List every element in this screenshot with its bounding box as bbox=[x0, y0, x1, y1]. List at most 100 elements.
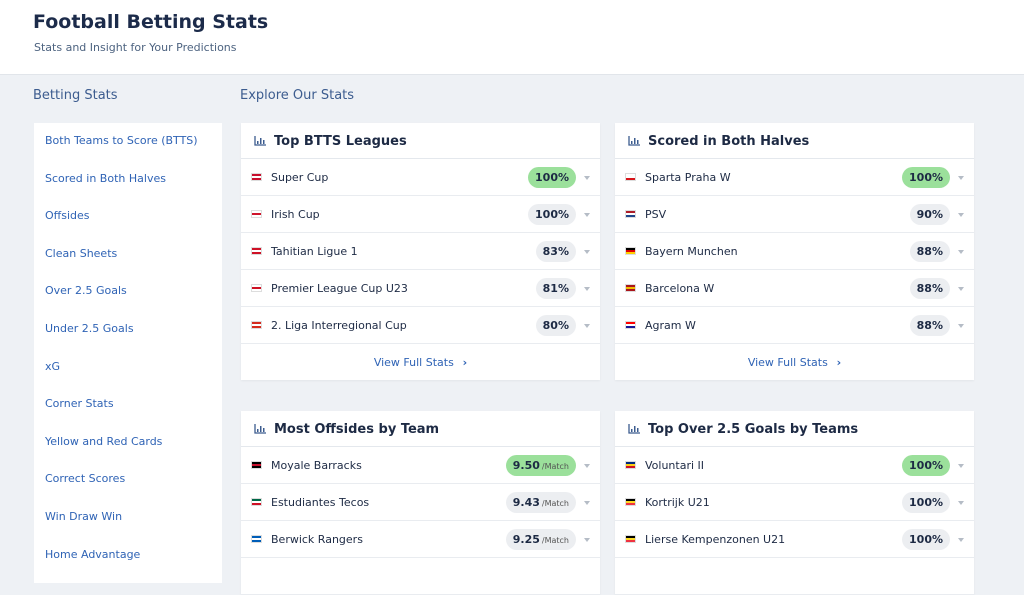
stat-card: Most Offsides by Team Moyale Barracks 9.50… bbox=[241, 411, 600, 595]
stat-row: Irish Cup 100% bbox=[241, 196, 600, 233]
card-title: Scored in Both Halves bbox=[648, 134, 810, 149]
stat-row: Kortrijk U21 100% bbox=[615, 484, 974, 521]
stat-value: 88% bbox=[909, 278, 950, 299]
stat-row bbox=[241, 558, 600, 595]
value: 81% bbox=[542, 282, 569, 295]
card-rows: Voluntari II 100% Kortrijk U21 100% Lierse K… bbox=[615, 447, 974, 558]
stat-value: 100% bbox=[902, 529, 950, 550]
value: 100% bbox=[909, 496, 943, 509]
team-name: Barcelona W bbox=[645, 282, 715, 295]
expand-caret[interactable] bbox=[584, 250, 590, 257]
site-subtitle: Stats and Insight for Your Predictions bbox=[34, 41, 237, 54]
flag-icon bbox=[251, 247, 262, 255]
stat-row: Berwick Rangers 9.25/Match bbox=[241, 521, 600, 558]
team-name: Tahitian Ligue 1 bbox=[271, 245, 358, 258]
view-full-stats[interactable]: View Full Stats bbox=[615, 344, 974, 380]
expand-caret[interactable] bbox=[584, 464, 590, 471]
flag-icon bbox=[625, 210, 636, 218]
stat-row: Super Cup 100% bbox=[241, 159, 600, 196]
page: Football Betting Stats Stats and Insight… bbox=[0, 0, 1024, 567]
expand-caret[interactable] bbox=[958, 324, 964, 331]
flag-icon bbox=[251, 498, 262, 506]
expand-caret[interactable] bbox=[584, 501, 590, 508]
expand-caret[interactable] bbox=[958, 501, 964, 508]
team-name: Bayern Munchen bbox=[645, 245, 738, 258]
stat-row: PSV 90% bbox=[615, 196, 974, 233]
expand-caret[interactable] bbox=[958, 250, 964, 257]
value: 100% bbox=[909, 459, 943, 472]
team-name: Kortrijk U21 bbox=[645, 496, 710, 509]
team-name: Estudiantes Tecos bbox=[271, 496, 370, 509]
card-title: Most Offsides by Team bbox=[274, 422, 440, 437]
flag-icon bbox=[251, 173, 262, 181]
unit: /Match bbox=[541, 499, 569, 508]
sidebar: Both Teams to Score (BTTS) Scored in Both… bbox=[34, 123, 222, 583]
expand-caret[interactable] bbox=[958, 464, 964, 471]
sidebar-link[interactable]: Correct Scores bbox=[45, 472, 126, 486]
sidebar-link[interactable]: Win Draw Win bbox=[45, 510, 123, 523]
flag-icon bbox=[251, 535, 262, 543]
stat-value: 9.25/Match bbox=[505, 529, 576, 550]
expand-caret[interactable] bbox=[958, 538, 964, 545]
flag-icon bbox=[625, 535, 636, 543]
stat-row: Barcelona W 88% bbox=[615, 270, 974, 307]
sidebar-link[interactable]: Offsides bbox=[45, 209, 90, 223]
expand-caret[interactable] bbox=[584, 213, 590, 220]
sidebar-title: Betting Stats bbox=[33, 88, 118, 103]
flag-icon bbox=[251, 210, 262, 218]
team-name: Moyale Barracks bbox=[271, 459, 362, 472]
team-name: Irish Cup bbox=[271, 208, 320, 221]
sidebar-link[interactable]: xG bbox=[45, 359, 61, 373]
stat-row: Lierse Kempenzonen U21 100% bbox=[615, 521, 974, 558]
sidebar-link[interactable]: Over 2.5 Goals bbox=[45, 284, 127, 298]
expand-caret[interactable] bbox=[584, 287, 590, 294]
flag-icon bbox=[625, 321, 636, 329]
stat-value: 100% bbox=[528, 167, 576, 188]
card-header: Most Offsides by Team bbox=[241, 411, 600, 447]
sidebar-link[interactable]: Under 2.5 Goals bbox=[45, 322, 134, 335]
view-full-stats[interactable]: View Full Stats bbox=[241, 344, 600, 380]
stat-value: 81% bbox=[535, 278, 576, 299]
stat-row bbox=[615, 558, 974, 595]
unit: /Match bbox=[541, 462, 569, 471]
team-name: Super Cup bbox=[271, 171, 329, 184]
value: 80% bbox=[542, 319, 569, 332]
stat-row: Estudiantes Tecos 9.43/Match bbox=[241, 484, 600, 521]
card-rows: Super Cup 100% Irish Cup 100% Tahitian Ligue… bbox=[241, 159, 600, 344]
stat-row: 2. Liga Interregional Cup 80% bbox=[241, 307, 600, 344]
value: 100% bbox=[909, 171, 943, 184]
expand-caret[interactable] bbox=[584, 324, 590, 331]
stat-card: Scored in Both Halves Sparta Praha W 100% P… bbox=[615, 123, 974, 380]
stat-row: Agram W 88% bbox=[615, 307, 974, 344]
sidebar-link[interactable]: Home Advantage bbox=[45, 547, 141, 561]
flag-icon bbox=[251, 284, 262, 292]
sidebar-link[interactable]: Scored in Both Halves bbox=[45, 171, 166, 185]
team-name: Agram W bbox=[645, 319, 696, 332]
value: 100% bbox=[535, 208, 569, 221]
card-title: Top BTTS Leagues bbox=[274, 134, 407, 149]
card-header: Scored in Both Halves bbox=[615, 123, 974, 159]
expand-caret[interactable] bbox=[584, 538, 590, 545]
unit: /Match bbox=[541, 536, 569, 545]
flag-icon bbox=[625, 461, 636, 469]
sidebar-link[interactable]: Clean Sheets bbox=[45, 246, 118, 260]
stat-value: 88% bbox=[909, 315, 950, 336]
expand-caret[interactable] bbox=[584, 176, 590, 183]
stat-row: Moyale Barracks 9.50/Match bbox=[241, 447, 600, 484]
expand-caret[interactable] bbox=[958, 176, 964, 183]
card-header: Top Over 2.5 Goals by Teams bbox=[615, 411, 974, 447]
sidebar-link[interactable]: Yellow and Red Cards bbox=[45, 434, 163, 448]
stat-value: 100% bbox=[528, 204, 576, 225]
value: 100% bbox=[909, 533, 943, 546]
sidebar-link[interactable]: Corner Stats bbox=[45, 397, 114, 411]
expand-caret[interactable] bbox=[958, 287, 964, 294]
stat-row: Premier League Cup U23 81% bbox=[241, 270, 600, 307]
expand-caret[interactable] bbox=[958, 213, 964, 220]
flag-icon bbox=[251, 461, 262, 469]
sidebar-link[interactable]: Both Teams to Score (BTTS) bbox=[45, 134, 198, 147]
stat-value: 90% bbox=[909, 204, 950, 225]
main-title: Explore Our Stats bbox=[240, 88, 355, 103]
flag-icon bbox=[625, 498, 636, 506]
site-title: Football Betting Stats bbox=[33, 11, 269, 33]
card-title: Top Over 2.5 Goals by Teams bbox=[648, 422, 859, 437]
